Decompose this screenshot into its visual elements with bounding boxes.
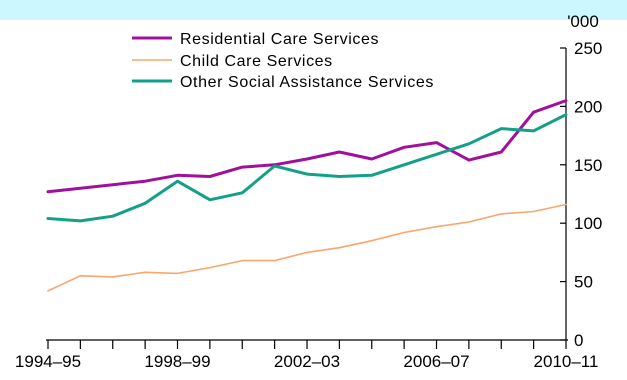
series-lines (46, 99, 568, 292)
series-line-2 (46, 113, 568, 223)
header-band (0, 0, 627, 20)
y-tick-label: 200 (574, 97, 602, 116)
series-line-0 (46, 99, 568, 194)
legend: Residential Care Services Child Care Serv… (132, 31, 434, 91)
y-tick-label: 50 (574, 273, 593, 292)
y-tick-label: 250 (574, 39, 602, 58)
y-tick-label: 150 (574, 156, 602, 175)
x-tick-label: 2006–07 (403, 352, 469, 371)
x-tick-label: 1998–99 (144, 352, 210, 371)
legend-label: Residential Care Services (180, 31, 379, 48)
x-tick-label: 2002–03 (274, 352, 340, 371)
y-axis-unit-label: '000 (567, 12, 599, 31)
y-tick-label: 0 (574, 331, 583, 350)
legend-label: Child Care Services (180, 53, 333, 70)
x-tick-label: 1994–95 (15, 352, 81, 371)
y-tick-label: 100 (574, 214, 602, 233)
legend-label: Other Social Assistance Services (180, 74, 434, 91)
axes: 1994–95 1998–99 2002–03 2006–07 2010–11 0 50 10… (15, 12, 602, 371)
series-line-1 (47, 203, 567, 292)
x-tick-label: 2010–11 (534, 352, 599, 371)
